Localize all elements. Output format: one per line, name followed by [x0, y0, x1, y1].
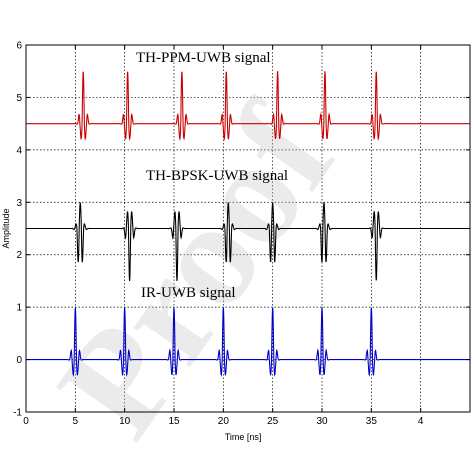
y-tick-label: 2	[16, 250, 22, 261]
x-axis-label: Time [ns]	[225, 432, 262, 442]
signal-series	[26, 71, 470, 377]
x-tick-label: 15	[168, 416, 180, 427]
series-line	[26, 307, 470, 377]
y-axis-label: Amplitude	[1, 208, 11, 248]
y-tick-label: 5	[16, 93, 22, 104]
series-path	[26, 71, 470, 141]
series-line	[26, 71, 470, 141]
x-tick-label: 20	[218, 416, 230, 427]
x-tick-label: 30	[316, 416, 328, 427]
y-tick-label: 3	[16, 198, 22, 209]
series-path	[26, 202, 470, 281]
x-tick-label: 10	[119, 416, 131, 427]
y-tick-label: 4	[16, 145, 22, 156]
y-tick-label: 1	[16, 303, 22, 314]
x-tick-label: 5	[73, 416, 79, 427]
plot-frame	[25, 44, 471, 413]
x-tick-label: 25	[267, 416, 279, 427]
annotations: TH-PPM-UWB signal TH-BPSK-UWB signal IR-UW…	[136, 50, 288, 301]
y-tick-label: -1	[13, 408, 22, 419]
watermark: Proof	[26, 76, 367, 464]
x-tick-label: 0	[23, 416, 29, 427]
series-path	[26, 307, 470, 377]
annotation-label: TH-BPSK-UWB signal	[146, 168, 288, 184]
y-tick-label: 6	[16, 41, 22, 52]
series-line	[26, 202, 470, 281]
x-tick-label: 35	[366, 416, 378, 427]
y-tick-label: 0	[16, 355, 22, 366]
x-tick-label: 4	[418, 416, 424, 427]
annotation-label: TH-PPM-UWB signal	[136, 50, 271, 66]
watermark-text: Proof	[26, 76, 367, 464]
annotation-label: IR-UWB signal	[141, 285, 236, 301]
